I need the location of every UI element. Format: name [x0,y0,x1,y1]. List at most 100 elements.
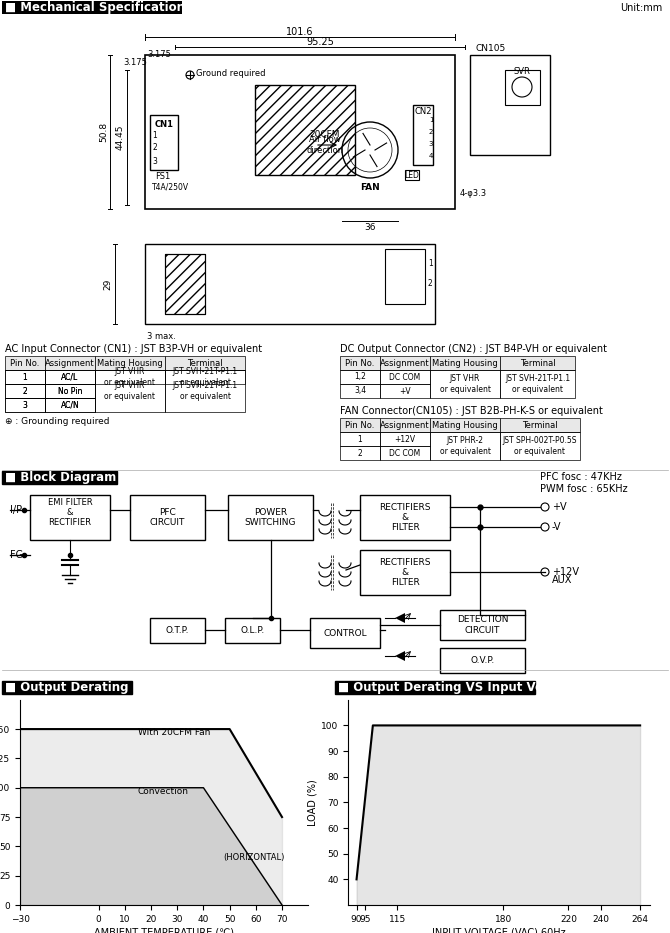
Text: ⊕ : Grounding required: ⊕ : Grounding required [5,417,109,426]
Text: O.T.P.: O.T.P. [165,626,189,635]
Text: 2: 2 [23,386,27,396]
Bar [45,370,95,384]
Bar [500,356,575,370]
Text: 2: 2 [23,386,27,396]
Bar [130,495,205,540]
Text: No Pin: No Pin [58,386,82,396]
Text: +V: +V [399,386,411,396]
Bar [310,618,380,648]
Bar [340,446,380,460]
Text: CN1: CN1 [155,120,174,129]
Text: T4A/250V: T4A/250V [152,182,189,191]
Bar [5,370,45,384]
Bar [380,384,430,398]
Bar [45,356,95,370]
Bar [380,446,430,460]
Bar [500,418,580,432]
Text: 44.45: 44.45 [116,125,125,150]
Text: Pin No.: Pin No. [345,358,375,368]
Bar [500,370,575,398]
Polygon shape [395,651,405,661]
Bar [95,356,165,370]
Text: -V: -V [552,522,561,532]
Text: 4: 4 [429,153,433,159]
Bar [165,254,205,314]
Text: JST VHR
or equivalent: JST VHR or equivalent [105,368,155,386]
Text: AC/L: AC/L [62,372,78,382]
Bar [440,610,525,640]
Bar [145,244,435,324]
Text: 1: 1 [153,131,157,140]
Text: (HORIZONTAL): (HORIZONTAL) [223,854,285,862]
Text: 2: 2 [358,449,362,457]
Text: JST SVH-21T-P1.1
or equivalent: JST SVH-21T-P1.1 or equivalent [172,368,238,386]
Bar [380,432,430,446]
Text: FG: FG [10,550,23,560]
Bar [430,370,500,398]
Bar [165,356,245,370]
Text: 3 max.: 3 max. [147,332,176,341]
Polygon shape [395,613,405,623]
Text: CONTROL: CONTROL [323,629,366,637]
Bar [430,432,500,460]
Bar [470,55,550,155]
Bar [165,370,245,412]
Text: 3.175: 3.175 [147,50,171,59]
Bar [430,418,500,432]
Text: ■ Mechanical Specification: ■ Mechanical Specification [5,2,185,15]
Text: FAN Connector(CN105) : JST B2B-PH-K-S or equivalent: FAN Connector(CN105) : JST B2B-PH-K-S or… [340,406,603,416]
Text: 95.25: 95.25 [306,37,334,47]
Text: AC/N: AC/N [60,400,79,410]
Bar [340,432,380,446]
Text: O.L.P.: O.L.P. [241,626,265,635]
Text: 50.8: 50.8 [99,122,108,142]
Text: AUX: AUX [552,575,572,585]
Text: AC/L: AC/L [62,372,78,382]
Bar [165,254,205,314]
Bar [5,398,45,412]
Text: DC COM: DC COM [389,449,421,457]
Text: +12V: +12V [395,435,415,443]
Text: LED: LED [405,171,419,179]
Text: JST SVH-21T-P1.1
or equivalent: JST SVH-21T-P1.1 or equivalent [172,382,238,400]
Text: Mating Housing: Mating Housing [432,358,498,368]
Text: 101.6: 101.6 [286,27,314,37]
Text: POWER
SWITCHING: POWER SWITCHING [245,508,296,527]
Bar [165,370,245,384]
Text: Assignment: Assignment [45,358,95,368]
Text: FAN: FAN [360,183,380,192]
Bar [405,170,419,180]
Text: Terminal: Terminal [187,358,223,368]
Text: ■ Output Derating: ■ Output Derating [5,681,129,694]
Text: PWM fosc : 65KHz: PWM fosc : 65KHz [540,484,628,494]
Bar [45,398,95,412]
Text: CN2: CN2 [414,107,431,116]
Bar [380,418,430,432]
Text: 4-φ3.3: 4-φ3.3 [460,189,487,199]
Text: Assignment: Assignment [380,358,430,368]
Bar [380,356,430,370]
Text: 36: 36 [364,223,376,232]
Text: JST VHR
or equivalent: JST VHR or equivalent [440,374,490,394]
Text: 1: 1 [428,259,433,269]
Text: Mating Housing: Mating Housing [97,358,163,368]
Text: Unit:mm: Unit:mm [620,3,662,13]
Text: 29: 29 [103,278,112,289]
Text: RECTIFIERS
&
FILTER: RECTIFIERS & FILTER [379,558,431,588]
Bar [340,384,380,398]
Text: DC COM: DC COM [389,372,421,382]
Text: Assignment: Assignment [380,421,430,429]
Bar [45,384,95,398]
Bar [5,370,45,384]
Text: 3: 3 [153,157,157,165]
Text: FS1: FS1 [155,172,170,181]
Bar [440,648,525,673]
Text: ■ Block Diagram: ■ Block Diagram [5,471,117,484]
Bar [5,384,45,398]
X-axis label: INPUT VOLTAGE (VAC) 60Hz: INPUT VOLTAGE (VAC) 60Hz [432,928,566,933]
Text: PFC
CIRCUIT: PFC CIRCUIT [150,508,185,527]
Text: DC Output Connector (CN2) : JST B4P-VH or equivalent: DC Output Connector (CN2) : JST B4P-VH o… [340,344,607,354]
Bar [2,471,117,484]
Bar [360,495,450,540]
Text: 1,2: 1,2 [354,372,366,382]
